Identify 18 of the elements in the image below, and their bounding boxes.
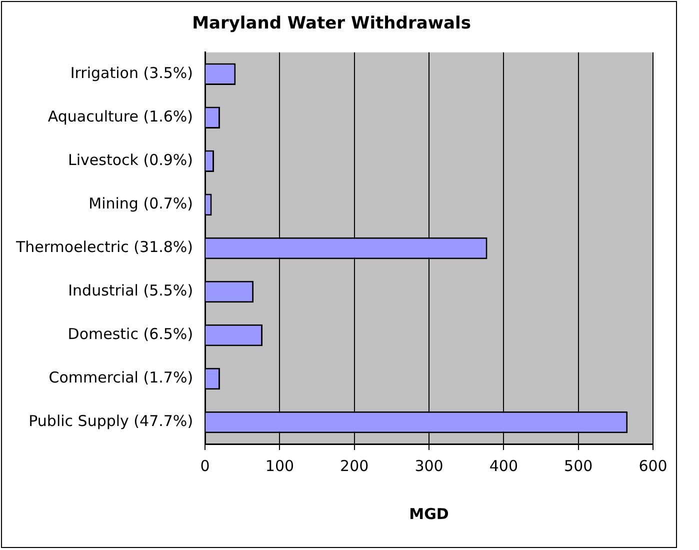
y-tick-label: Industrial (5.5%) xyxy=(68,282,194,300)
y-tick-label: Livestock (0.9%) xyxy=(68,151,194,170)
x-tick-label: 600 xyxy=(638,456,668,475)
x-tick-label: 400 xyxy=(489,456,518,475)
y-tick-label: Thermoelectric (31.8%) xyxy=(14,238,194,256)
x-tick-label: 100 xyxy=(265,456,294,475)
y-tick-label: Domestic (6.5%) xyxy=(68,325,194,344)
x-tick-label: 200 xyxy=(340,456,369,475)
y-tick-label: Aquaculture (1.6%) xyxy=(48,108,194,126)
x-axis-title: MGD xyxy=(409,504,449,523)
y-tick-label: Irrigation (3.5%) xyxy=(70,64,194,82)
y-tick-label: Commercial (1.7%) xyxy=(48,368,194,387)
y-tick-label: Public Supply (47.7%) xyxy=(28,412,194,430)
x-tick-label: 0 xyxy=(200,456,210,475)
y-tick-label: Mining (0.7%) xyxy=(88,194,194,213)
chart-title: Maryland Water Withdrawals xyxy=(192,14,471,34)
x-tick-label: 500 xyxy=(564,456,593,475)
x-tick-label: 300 xyxy=(414,456,444,475)
